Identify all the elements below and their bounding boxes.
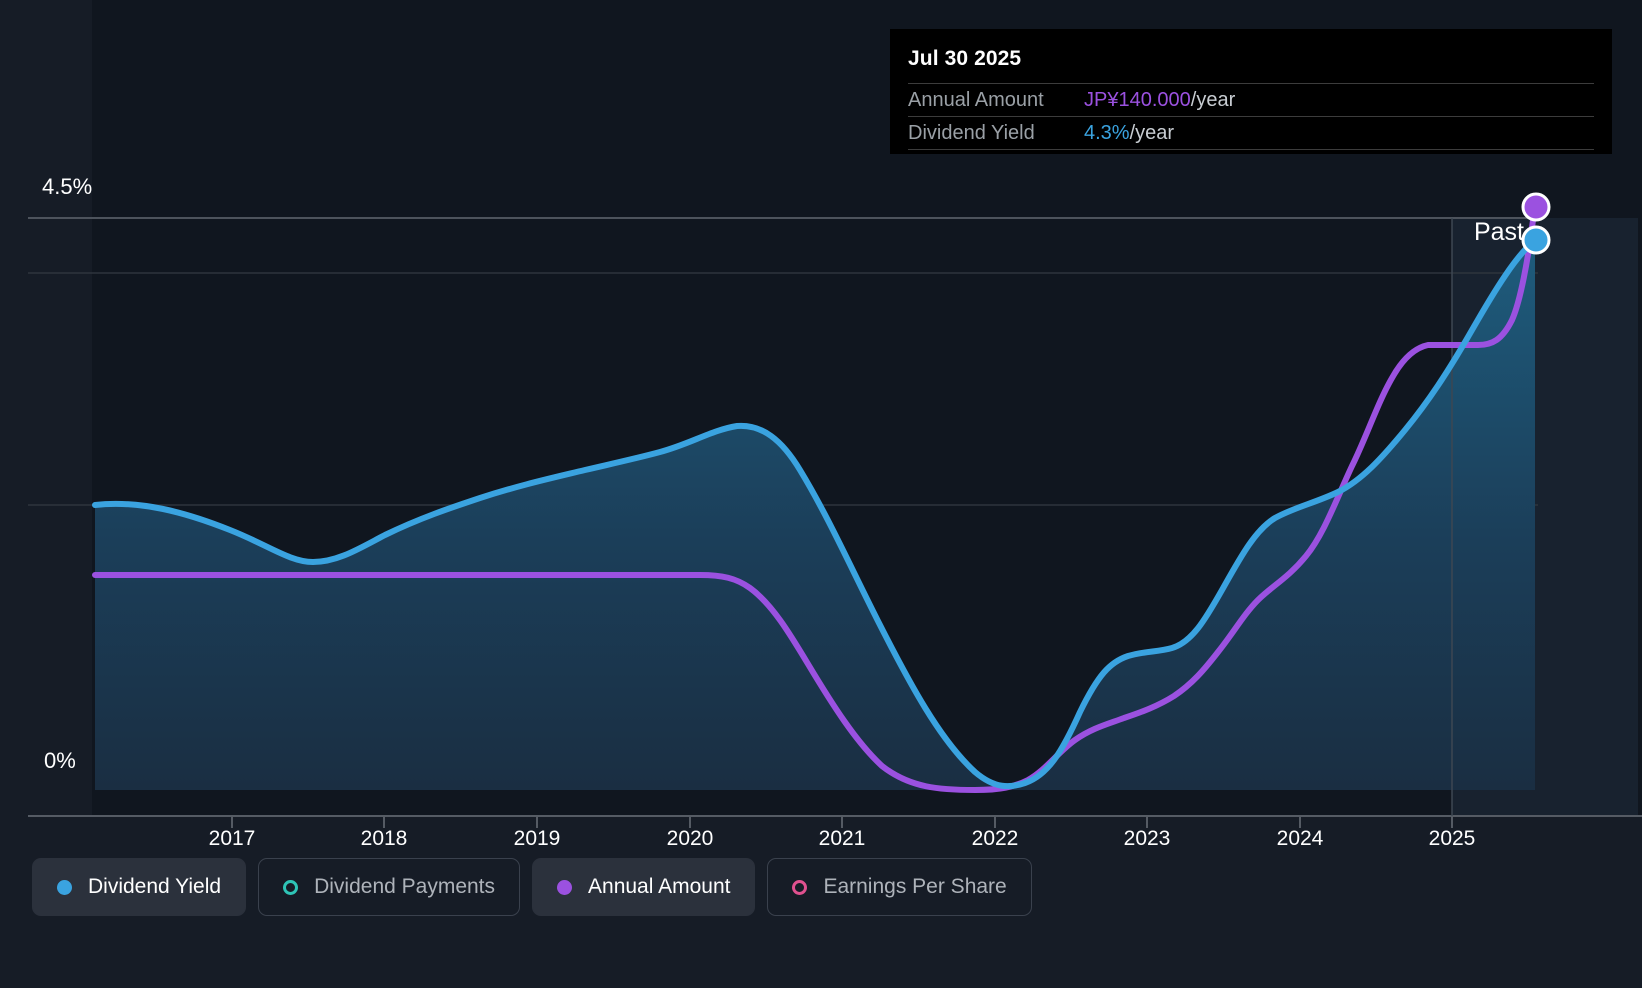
legend-label-dividend-payments: Dividend Payments xyxy=(314,875,496,898)
chart-tooltip: Jul 30 2025 Annual Amount JP¥140.000/yea… xyxy=(890,29,1612,154)
legend-item-dividend-yield[interactable]: Dividend Yield xyxy=(32,858,247,916)
legend-item-annual-amount[interactable]: Annual Amount xyxy=(532,858,756,916)
dividend-yield-area xyxy=(95,240,1535,790)
tooltip-label-annual-amount: Annual Amount xyxy=(908,88,1044,111)
page-background-bottom xyxy=(0,816,1642,988)
tooltip-row-annual-amount: Annual Amount JP¥140.000/year xyxy=(908,83,1594,116)
tooltip-title: Jul 30 2025 xyxy=(908,47,1022,70)
x-axis-label-2024: 2024 xyxy=(1277,827,1324,850)
dividend-payments-ring-icon xyxy=(283,879,299,895)
tooltip-label-dividend-yield: Dividend Yield xyxy=(908,121,1035,144)
y-axis-label-top: 4.5% xyxy=(42,174,92,199)
chart-legend: Dividend Yield Dividend Payments Annual … xyxy=(32,858,1032,916)
legend-label-dividend-yield: Dividend Yield xyxy=(88,875,222,898)
x-axis-label-2022: 2022 xyxy=(972,827,1019,850)
tooltip-value-annual-amount: JP¥140.000 xyxy=(1084,88,1191,111)
tooltip-suffix-dividend-yield: /year xyxy=(1129,121,1175,144)
x-axis-label-2017: 2017 xyxy=(209,827,256,850)
page-background-left xyxy=(0,0,92,816)
annual-amount-dot-icon xyxy=(557,879,573,895)
legend-label-annual-amount: Annual Amount xyxy=(588,875,731,898)
dividend-yield-dot-icon xyxy=(57,879,72,895)
earnings-per-share-ring-icon xyxy=(792,879,808,895)
x-axis-label-2023: 2023 xyxy=(1124,827,1171,850)
annual-amount-line xyxy=(92,209,1537,793)
legend-label-earnings-per-share: Earnings Per Share xyxy=(823,875,1007,898)
tooltip-value-dividend-yield: 4.3% xyxy=(1084,121,1130,144)
x-axis-label-2025: 2025 xyxy=(1429,827,1476,850)
past-label: Past xyxy=(1474,218,1524,246)
legend-item-earnings-per-share[interactable]: Earnings Per Share xyxy=(767,858,1032,916)
dividend-yield-line xyxy=(92,237,1538,790)
tooltip-row-dividend-yield: Dividend Yield 4.3%/year xyxy=(908,116,1594,150)
x-axis-label-2019: 2019 xyxy=(514,827,561,850)
x-axis-label-2018: 2018 xyxy=(361,827,408,850)
endpoint-marker-annual-amount xyxy=(1521,192,1551,222)
legend-item-dividend-payments[interactable]: Dividend Payments xyxy=(258,858,521,916)
tooltip-suffix-annual-amount: /year xyxy=(1190,88,1236,111)
y-axis-label-bottom: 0% xyxy=(44,748,76,773)
x-axis-ticks xyxy=(231,816,1453,828)
x-axis-label-2021: 2021 xyxy=(819,827,866,850)
x-axis-label-2020: 2020 xyxy=(667,827,714,850)
endpoint-marker-dividend-yield xyxy=(1521,225,1551,255)
